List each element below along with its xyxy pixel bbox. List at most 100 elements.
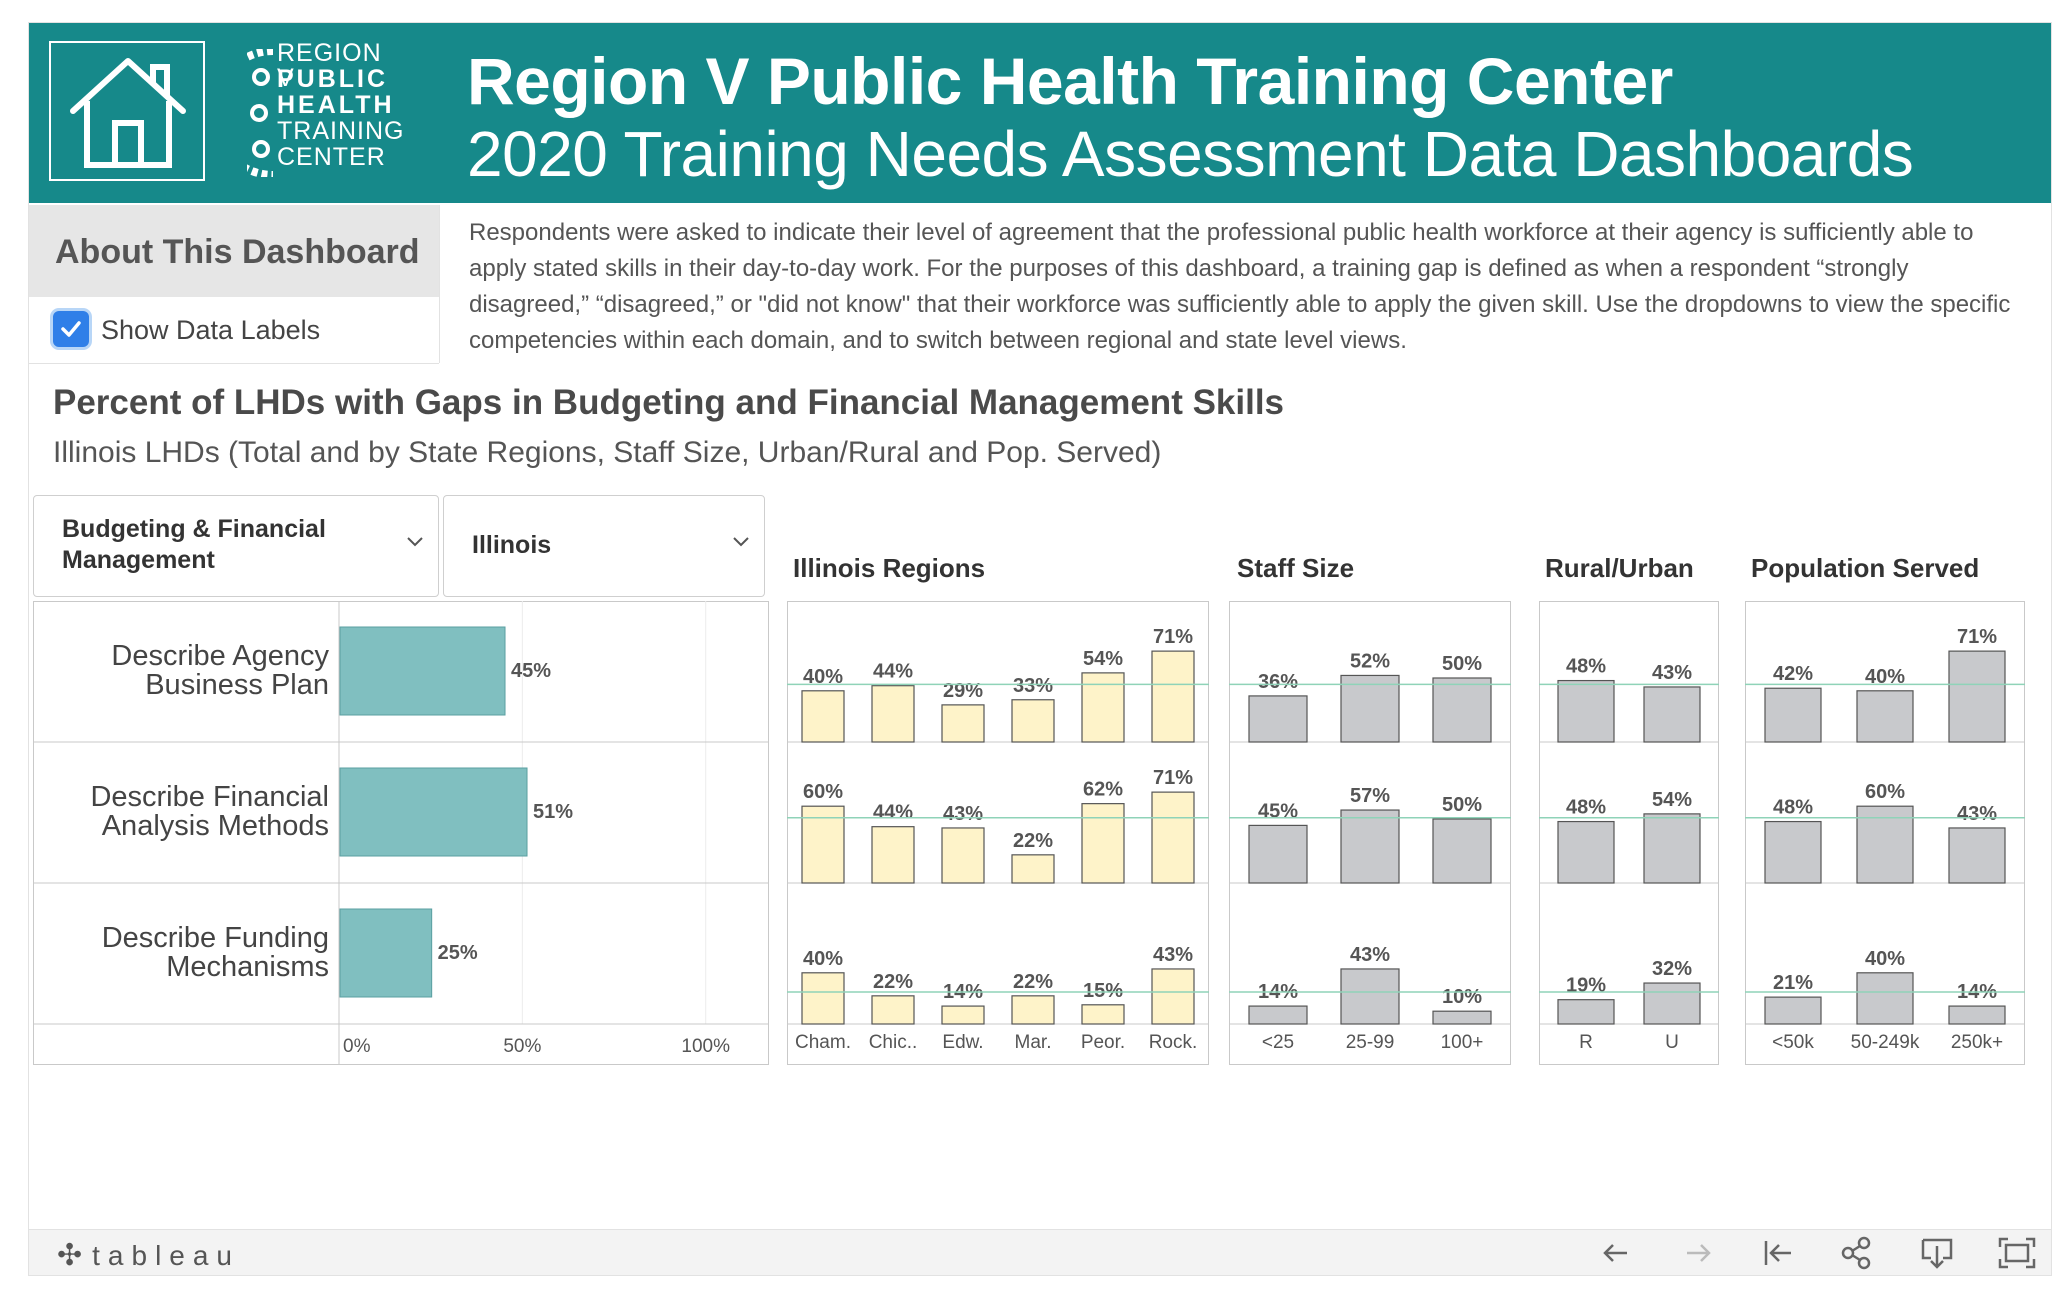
panel-bar xyxy=(1151,791,1195,884)
panel-title-regions: Illinois Regions xyxy=(793,553,986,583)
panel-category-label: <25 xyxy=(1262,1032,1294,1053)
panel-category-label: 100+ xyxy=(1441,1032,1484,1053)
panel-bar-label: 10% xyxy=(1442,986,1482,1008)
panel-bar xyxy=(1248,824,1308,884)
panel-category-label: 50-249k xyxy=(1851,1032,1920,1053)
checkmark-icon xyxy=(61,321,81,337)
panel-bar-label: 57% xyxy=(1350,785,1390,807)
panel-bar-label: 71% xyxy=(1153,626,1193,648)
state-dropdown-value: Illinois xyxy=(472,531,552,559)
panel-bar-label: 43% xyxy=(1957,803,1997,825)
domain-dropdown-line-1: Budgeting & Financial xyxy=(62,515,326,543)
panel-category-label: 250k+ xyxy=(1951,1032,2003,1053)
domain-dropdown[interactable]: Budgeting & Financial Management xyxy=(33,495,439,597)
panel-border xyxy=(787,601,1209,1065)
panel-bar xyxy=(801,690,845,743)
tableau-mark-icon: ✣ xyxy=(57,1239,83,1272)
panel-bar xyxy=(1557,820,1615,884)
panel-bar-label: 44% xyxy=(873,661,913,683)
panel-bar xyxy=(1081,803,1125,884)
show-data-labels-checkbox[interactable] xyxy=(53,311,89,347)
tableau-logo[interactable]: ✣ tableau xyxy=(57,1238,240,1273)
chart-subtitle: Illinois LHDs (Total and by State Region… xyxy=(53,436,1162,469)
panel-bar-label: 43% xyxy=(1153,944,1193,966)
panel-bar-label: 62% xyxy=(1083,779,1123,801)
panel-bar-label: 21% xyxy=(1773,972,1813,994)
panel-bar-label: 36% xyxy=(1258,671,1298,693)
panel-bar xyxy=(871,995,915,1025)
panel-category-label: Rock. xyxy=(1149,1032,1198,1053)
panel-bar xyxy=(1432,1010,1492,1025)
skill-label: Describe Agency xyxy=(111,640,329,672)
panel-bar-label: 43% xyxy=(943,803,983,825)
download-icon[interactable] xyxy=(1917,1236,1957,1270)
panel-bar xyxy=(941,704,985,743)
revert-icon[interactable] xyxy=(1757,1236,1797,1270)
total-bar-label: 45% xyxy=(511,660,551,682)
header-banner: REGION V PUBLIC HEALTH TRAINING CENTER R… xyxy=(29,23,2051,203)
panel-bar-label: 22% xyxy=(1013,971,1053,993)
panel-bar xyxy=(1643,982,1701,1025)
panel-bar xyxy=(1948,1005,2006,1025)
panel-category-label: 25-99 xyxy=(1346,1032,1395,1053)
chevron-down-icon xyxy=(407,537,423,547)
panel-bar xyxy=(1011,995,1055,1025)
panel-title-staff-size: Staff Size xyxy=(1237,553,1355,583)
panel-bar xyxy=(1432,818,1492,884)
show-data-labels-toggle[interactable]: Show Data Labels xyxy=(29,297,439,364)
population-served-chart: 42% 40%71%48%60%43%21%40%14%<50k 50-249k 25… xyxy=(1745,601,2025,1065)
rural-urban-chart: 48% 43% 48% 54% 19% 32% R U xyxy=(1539,601,1719,1065)
logo-line-5: CENTER xyxy=(277,143,386,171)
regions-chart: 40% 44% 29% 33% 54% 71% 60% 44% 43% 22% 62% 71% 40% 2… xyxy=(787,601,1209,1065)
panel-bar xyxy=(1340,674,1400,743)
panel-bar-label: 32% xyxy=(1652,958,1692,980)
skill-label: Analysis Methods xyxy=(102,810,329,842)
panel-category-label: <50k xyxy=(1772,1032,1814,1053)
panel-bar-label: 52% xyxy=(1350,650,1390,672)
panel-bar xyxy=(1011,854,1055,884)
total-axis-tick: 50% xyxy=(503,1036,541,1057)
home-button[interactable] xyxy=(49,41,205,181)
panel-category-label: Mar. xyxy=(1015,1032,1052,1053)
panel-bar-label: 54% xyxy=(1083,648,1123,670)
panel-bar xyxy=(871,685,915,743)
panel-bar xyxy=(1643,813,1701,884)
divider xyxy=(439,205,440,363)
panel-category-label: Chic.. xyxy=(869,1032,918,1053)
panel-bar-label: 60% xyxy=(803,781,843,803)
fullscreen-icon[interactable] xyxy=(1997,1236,2037,1270)
panel-bar xyxy=(1856,972,1914,1025)
panel-bar xyxy=(941,827,985,884)
panel-bar-label: 50% xyxy=(1442,653,1482,675)
panel-bar-label: 40% xyxy=(803,948,843,970)
panel-bar xyxy=(1340,968,1400,1025)
panel-bar-label: 71% xyxy=(1153,767,1193,789)
panel-bar-label: 15% xyxy=(1083,980,1123,1002)
logo-line-1: REGION V xyxy=(277,39,382,92)
share-icon[interactable] xyxy=(1837,1236,1877,1270)
skill-label: Mechanisms xyxy=(166,951,329,983)
panel-title-population: Population Served xyxy=(1751,553,1980,583)
panel-bar-label: 29% xyxy=(943,680,983,702)
about-dashboard-button[interactable]: About This Dashboard xyxy=(29,205,439,297)
panel-bar xyxy=(1557,679,1615,743)
logo-line-3: HEALTH xyxy=(277,91,395,119)
panel-bar-label: 33% xyxy=(1013,675,1053,697)
about-title: About This Dashboard xyxy=(55,233,420,271)
home-icon xyxy=(70,58,186,168)
panel-category-label: Peor. xyxy=(1081,1032,1125,1053)
redo-icon[interactable] xyxy=(1677,1236,1717,1270)
panel-bar-label: 71% xyxy=(1957,626,1997,648)
panel-bar-label: 44% xyxy=(873,802,913,824)
undo-icon[interactable] xyxy=(1597,1236,1637,1270)
total-bar xyxy=(339,767,528,857)
panel-bar xyxy=(1856,805,1914,884)
panel-title-rural-urban: Rural/Urban xyxy=(1545,553,1694,583)
panel-bar xyxy=(1340,809,1400,884)
panel-bar xyxy=(1856,690,1914,743)
panel-category-label: U xyxy=(1665,1032,1679,1053)
panel-bar xyxy=(1557,999,1615,1025)
state-dropdown[interactable]: Illinois xyxy=(443,495,765,597)
panel-bar xyxy=(801,805,845,884)
